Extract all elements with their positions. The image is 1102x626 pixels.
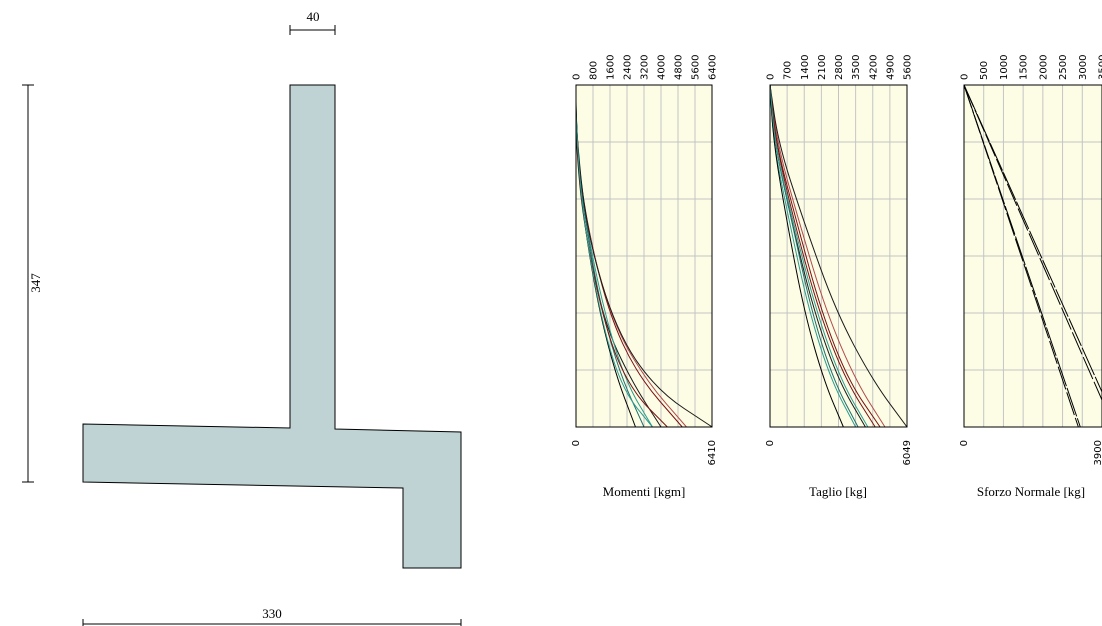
moment-top-tick-label: 800: [589, 61, 600, 80]
shear-top-tick-label: 4200: [868, 55, 879, 80]
axial-bottom-max-label: 3900: [1093, 440, 1102, 465]
shear-curve: [769, 84, 881, 428]
moment-bottom-max-label: 6410: [707, 440, 718, 465]
shear-top-tick-label: 0: [766, 74, 777, 80]
axial-curves: [963, 84, 1102, 428]
moment-top-tick-label: 4000: [657, 55, 668, 80]
axial-plot-frame: [963, 84, 1102, 428]
moment-top-tick-label: 5600: [691, 55, 702, 80]
dimension-base-width-label: 330: [262, 606, 282, 621]
shear-diagram: 0 700 1400 2100 2800 3500 4200 4900 5600 0 6049 …: [765, 55, 914, 499]
moment-top-tick-label: 6400: [708, 55, 719, 80]
moment-chart-title: Momenti [kgm]: [603, 484, 686, 499]
moment-top-tick-label: 1600: [606, 55, 617, 80]
moment-top-tick-labels: 0 800 1600 2400 3200 4000 4800 5600 6400: [572, 55, 719, 80]
axial-top-tick-label: 3500: [1098, 55, 1102, 80]
shear-curve: [769, 84, 869, 428]
wall-section-shape: [82, 84, 462, 569]
dimension-top-width-label: 40: [307, 9, 320, 24]
axial-top-tick-label: 1500: [1019, 55, 1030, 80]
shear-curves: [769, 84, 908, 428]
shear-curve: [769, 84, 908, 428]
axial-top-tick-label: 2500: [1058, 55, 1069, 80]
dimension-base-width: 330: [82, 606, 462, 626]
dimension-top-width: 40: [289, 9, 336, 35]
shear-top-tick-labels: 0 700 1400 2100 2800 3500 4200 4900 5600: [766, 55, 914, 80]
dimension-height-label: 347: [28, 273, 43, 293]
shear-plot-frame: [769, 84, 908, 428]
axial-top-tick-label: 0: [960, 74, 971, 80]
axial-bottom-min-label: 0: [959, 440, 970, 446]
moment-bottom-min-label: 0: [571, 440, 582, 446]
shear-top-tick-label: 1400: [800, 55, 811, 80]
shear-top-tick-label: 5600: [903, 55, 914, 80]
axial-top-tick-labels: 0 500 1000 1500 2000 2500 3000 3500: [960, 55, 1102, 80]
shear-bottom-max-label: 6049: [902, 440, 913, 465]
moment-top-tick-label: 4800: [674, 55, 685, 80]
shear-top-tick-label: 700: [783, 61, 794, 80]
axial-top-tick-label: 2000: [1038, 55, 1049, 80]
shear-top-tick-label: 2800: [834, 55, 845, 80]
shear-top-tick-label: 4900: [885, 55, 896, 80]
shear-bottom-min-label: 0: [765, 440, 776, 446]
shear-top-tick-label: 3500: [851, 55, 862, 80]
shear-curve: [769, 84, 844, 428]
wall-section-drawing: 40 347 330: [22, 9, 462, 626]
axial-top-tick-label: 500: [979, 61, 990, 80]
axial-gridlines: [964, 85, 1102, 427]
dimension-height: 347: [22, 84, 43, 483]
moment-top-tick-label: 3200: [640, 55, 651, 80]
axial-top-tick-label: 3000: [1078, 55, 1089, 80]
moment-top-tick-label: 2400: [623, 55, 634, 80]
axial-diagram: 0 500 1000 1500 2000 2500 3000 3500 0 3900 Sfor…: [959, 55, 1102, 499]
axial-chart-title: Sforzo Normale [kg]: [977, 484, 1085, 499]
moment-top-tick-label: 0: [572, 74, 583, 80]
axial-curve: [963, 84, 1079, 428]
moment-plot-frame: [575, 84, 713, 428]
shear-top-tick-label: 2100: [817, 55, 828, 80]
shear-chart-title: Taglio [kg]: [809, 484, 867, 499]
axial-top-tick-label: 1000: [999, 55, 1010, 80]
shear-curve: [769, 84, 886, 428]
moment-diagram: 0 800 1600 2400 3200 4000 4800 5600 6400 0 6410 …: [571, 55, 719, 499]
